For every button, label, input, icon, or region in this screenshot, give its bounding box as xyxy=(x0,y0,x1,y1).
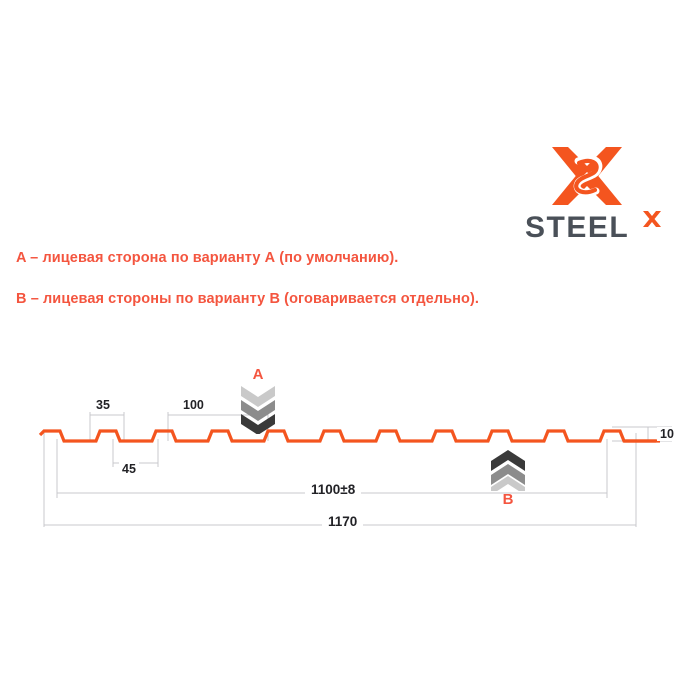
dimension-label-rib-base-width: 45 xyxy=(119,462,139,476)
marker-b-label: B xyxy=(502,491,514,508)
corrugated-profile-path xyxy=(38,429,656,443)
dimension-label-rib-height: 10 xyxy=(657,427,677,441)
brand-logo: STEEL xyxy=(525,145,685,250)
caption-variant-a: A – лицевая сторона по варианту А (по ум… xyxy=(16,250,399,266)
dimension-label-pitch: 100 xyxy=(180,398,207,412)
chevron-down-2 xyxy=(241,400,275,421)
wordmark-steel-text: STEEL xyxy=(525,211,629,244)
wordmark-x-icon xyxy=(643,211,661,227)
chevron-up-1 xyxy=(491,450,525,471)
marker-b-chevrons-icon xyxy=(491,450,525,491)
dimension-label-overall-width: 1170 xyxy=(322,514,364,529)
chevron-up-3 xyxy=(491,476,525,491)
marker-a-chevrons-icon xyxy=(241,386,275,434)
marker-a-label: A xyxy=(252,366,264,383)
chevron-down-3 xyxy=(241,414,275,434)
chevron-up-2 xyxy=(491,464,525,485)
steelx-mark-icon xyxy=(552,147,622,205)
steelx-wordmark: STEEL xyxy=(525,211,661,244)
chevron-down-1 xyxy=(241,386,275,407)
dimension-label-rib-top-width: 35 xyxy=(93,398,113,412)
caption-variant-b: B – лицевая стороны по варианту B (огова… xyxy=(16,291,480,307)
dimension-label-working-width: 1100±8 xyxy=(305,482,362,497)
